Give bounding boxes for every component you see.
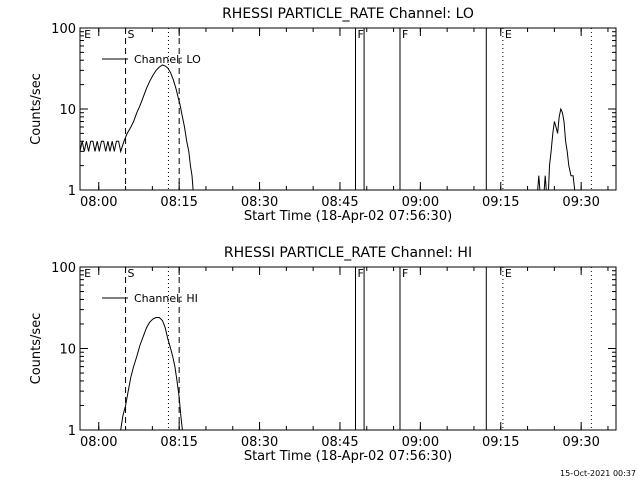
x-tick-label: 09:15 [482,195,519,210]
marker-label: F [402,267,408,280]
marker-label: S [128,267,135,280]
y-tick-label: 1 [68,424,76,439]
marker-label: F [358,28,364,41]
x-tick-label: 08:00 [80,435,117,450]
marker-label: E [505,28,512,41]
series-line [548,107,576,191]
x-tick-label: 09:30 [562,195,599,210]
y-tick-label: 10 [59,103,76,118]
panel-channel-hi: RHESSI PARTICLE_RATE Channel: HI 1 10 100 08… [29,245,617,464]
x-tick-label: 09:30 [562,435,599,450]
legend-label: Channel: LO [134,53,201,66]
x-axis-label: Start Time (18-Apr-02 07:56:30) [244,209,452,224]
marker-label: F [402,28,408,41]
marker-label: E [84,28,91,41]
x-tick-label: 09:00 [402,195,439,210]
y-tick-label: 100 [51,22,76,37]
x-tick-label: 08:30 [241,435,278,450]
chart-title: RHESSI PARTICLE_RATE Channel: LO [222,6,474,22]
x-tick-label: 08:15 [160,195,197,210]
x-tick-label: 08:15 [160,435,197,450]
footer-timestamp: 15-Oct-2021 00:37 [560,469,636,478]
x-axis-label: Start Time (18-Apr-02 07:56:30) [244,449,452,464]
marker-label: E [84,267,91,280]
x-tick-label: 08:45 [321,195,358,210]
y-tick-label: 100 [51,261,76,276]
y-axis-label: Counts/sec [29,73,44,145]
marker-label: E [505,267,512,280]
x-tick-label: 08:45 [321,435,358,450]
series-line [543,175,547,191]
marker-label: S [128,28,135,41]
y-tick-label: 1 [68,184,76,199]
panel-channel-lo: RHESSI PARTICLE_RATE Channel: LO 1 10 100 08… [29,6,617,224]
x-tick-label: 09:15 [482,435,519,450]
y-axis-label: Counts/sec [29,313,44,385]
series-line [79,64,194,191]
series-line [120,317,183,431]
x-tick-label: 08:00 [80,195,117,210]
y-tick-label: 10 [59,343,76,358]
chart-title: RHESSI PARTICLE_RATE Channel: HI [224,245,472,261]
marker-label: F [358,267,364,280]
series-line [537,175,541,191]
legend-label: Channel: HI [134,292,198,305]
x-tick-label: 09:00 [402,435,439,450]
x-tick-label: 08:30 [241,195,278,210]
